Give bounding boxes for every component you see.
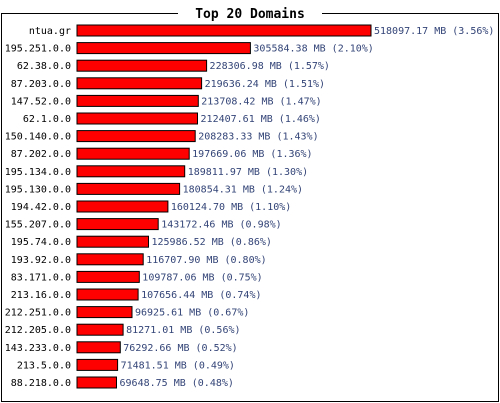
domain-bar [76,218,159,231]
domain-label: 212.205.0.0 [5,325,71,336]
value-label: 125986.52 MB (0.86%) [151,237,271,248]
domain-bar [76,59,208,72]
value-label: 212407.61 MB (1.46%) [201,114,321,125]
value-label: 305584.38 MB (2.10%) [253,44,373,55]
value-label: 69648.75 MB (0.48%) [120,378,234,389]
value-label: 76292.66 MB (0.52%) [123,343,237,354]
domain-bar [76,358,119,371]
domain-label: 213.16.0.0 [11,290,71,301]
domain-bar [76,130,196,143]
title-backdrop [178,4,322,22]
domain-label: 62.1.0.0 [23,114,71,125]
domain-label: 193.92.0.0 [11,255,71,266]
domain-label: 62.38.0.0 [17,61,71,72]
value-label: 213708.42 MB (1.47%) [201,96,321,107]
domain-label: 87.203.0.0 [11,79,71,90]
domain-label: 195.74.0.0 [11,237,71,248]
domain-label: 87.202.0.0 [11,149,71,160]
domain-label: 212.251.0.0 [5,308,71,319]
chart-title: Top 20 Domains [195,7,305,22]
value-label: 160124.70 MB (1.10%) [171,202,291,213]
domain-bar [76,306,133,319]
domain-bar [76,112,198,125]
domain-bar [76,253,144,266]
domain-label: 88.218.0.0 [11,378,71,389]
domain-label: 194.42.0.0 [11,202,71,213]
domain-bar [76,270,140,283]
domain-bar [76,341,121,354]
value-label: 180854.31 MB (1.24%) [183,184,303,195]
domain-label: ntua.gr [29,26,71,37]
domain-label: 150.140.0.0 [5,132,71,143]
value-label: 116707.90 MB (0.80%) [146,255,266,266]
value-label: 518097.17 MB (3.56%) [374,26,494,37]
domain-bar [76,323,124,336]
domain-bar [76,24,372,37]
value-label: 219636.24 MB (1.51%) [205,79,325,90]
domain-label: 143.233.0.0 [5,343,71,354]
domain-bar [76,77,203,90]
value-label: 208283.33 MB (1.43%) [198,132,318,143]
bar-rows: ntua.gr 518097.17 MB (3.56%) 195.251.0.0 30… [5,24,494,389]
domain-bar [76,288,139,301]
domain-label: 83.171.0.0 [11,272,71,283]
value-label: 107656.44 MB (0.74%) [141,290,261,301]
value-label: 96925.61 MB (0.67%) [135,308,249,319]
domain-bar [76,235,149,248]
domain-label: 155.207.0.0 [5,220,71,231]
value-label: 143172.46 MB (0.98%) [161,220,281,231]
domain-label: 195.251.0.0 [5,44,71,55]
domain-bar [76,182,181,195]
domain-bar [76,165,186,178]
value-label: 109787.06 MB (0.75%) [142,272,262,283]
value-label: 228306.98 MB (1.57%) [210,61,330,72]
domain-label: 147.52.0.0 [11,96,71,107]
domain-bar [76,200,169,213]
domain-bar [76,376,117,389]
domain-label: 195.134.0.0 [5,167,71,178]
value-label: 71481.51 MB (0.49%) [121,360,235,371]
domain-bar [76,42,251,55]
domain-label: 195.130.0.0 [5,184,71,195]
domain-label: 213.5.0.0 [17,360,71,371]
domain-bar [76,147,190,160]
value-label: 81271.01 MB (0.56%) [126,325,240,336]
value-label: 197669.06 MB (1.36%) [192,149,312,160]
value-label: 189811.97 MB (1.30%) [188,167,308,178]
domain-bar [76,94,199,107]
